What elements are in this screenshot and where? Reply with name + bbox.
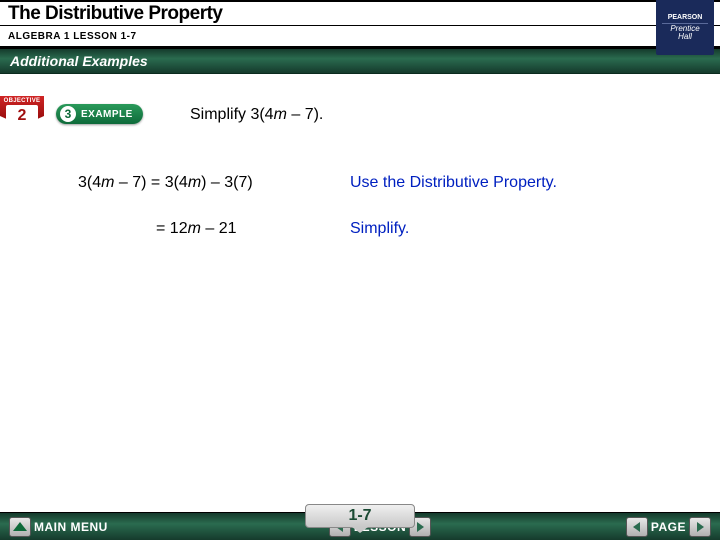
examples-banner: Additional Examples bbox=[0, 48, 720, 74]
page-indicator: 1-7 bbox=[305, 504, 415, 534]
brand-pearson: PEARSON bbox=[662, 14, 708, 24]
objective-flag: OBJECTIVE 2 bbox=[0, 96, 44, 124]
page-number: 1-7 bbox=[348, 507, 371, 525]
example-pill: 3 EXAMPLE bbox=[56, 104, 143, 124]
step-1-expression: 3(4m – 7) = 3(4m) – 3(7) bbox=[78, 174, 253, 192]
step-2-explanation: Simplify. bbox=[350, 220, 409, 238]
chevron-right-icon bbox=[697, 522, 704, 532]
page-label: PAGE bbox=[651, 520, 686, 534]
prompt-pre: Simplify 3(4 bbox=[190, 106, 274, 123]
objective-tab: OBJECTIVE 2 bbox=[0, 96, 44, 124]
prompt-post: – 7). bbox=[287, 106, 323, 123]
examples-banner-label: Additional Examples bbox=[10, 53, 148, 69]
page-next-button[interactable] bbox=[689, 517, 711, 537]
page-indicator-bg: 1-7 bbox=[305, 504, 415, 528]
arrow-up-icon bbox=[13, 522, 27, 531]
example-number: 3 bbox=[60, 106, 76, 122]
step-2-expression: = 12m – 21 bbox=[156, 220, 237, 238]
prompt-var: m bbox=[274, 106, 287, 123]
nav-left: MAIN MENU bbox=[0, 513, 200, 540]
main-menu-label: MAIN MENU bbox=[34, 520, 108, 534]
chevron-right-icon bbox=[417, 522, 424, 532]
title-bar: The Distributive Property bbox=[0, 0, 720, 26]
example-prompt: Simplify 3(4m – 7). bbox=[190, 106, 323, 124]
subtitle-bar: ALGEBRA 1 LESSON 1-7 bbox=[0, 26, 720, 48]
chevron-left-icon bbox=[633, 522, 640, 532]
objective-number: 2 bbox=[6, 105, 38, 127]
page-title: The Distributive Property bbox=[8, 3, 223, 25]
content-area: OBJECTIVE 2 3 EXAMPLE Simplify 3(4m – 7)… bbox=[0, 74, 720, 486]
publisher-logo: PEARSON Prentice Hall bbox=[656, 0, 714, 55]
page-prev-button[interactable] bbox=[626, 517, 648, 537]
lesson-id: ALGEBRA 1 LESSON 1-7 bbox=[8, 31, 137, 42]
example-label: EXAMPLE bbox=[81, 109, 133, 120]
step-1-explanation: Use the Distributive Property. bbox=[350, 174, 557, 192]
nav-right: PAGE bbox=[560, 513, 720, 540]
main-menu-button[interactable] bbox=[9, 517, 31, 537]
brand-hall: Hall bbox=[678, 33, 692, 41]
